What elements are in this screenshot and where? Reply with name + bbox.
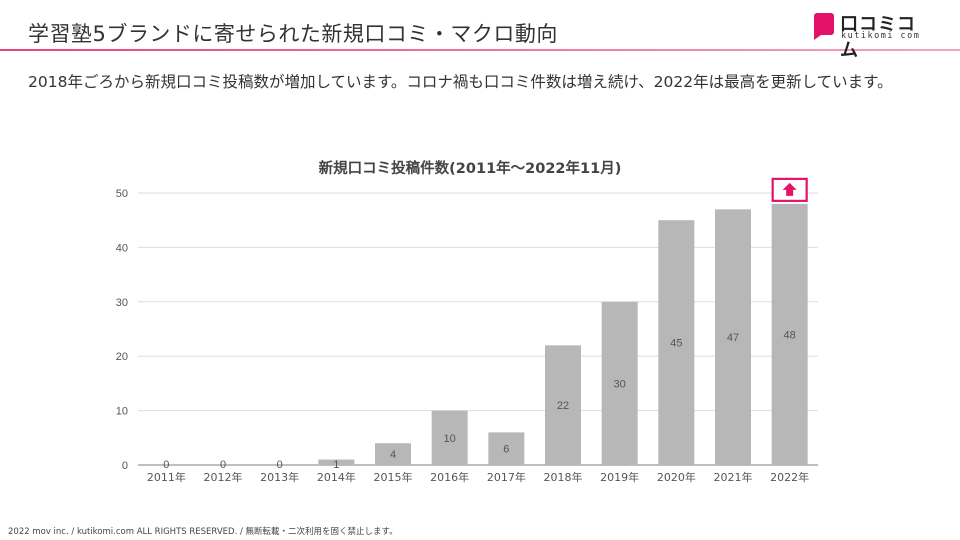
x-tick-label: 2014年 [317,470,356,484]
up-arrow-icon [782,182,797,196]
data-label: 4 [390,449,396,461]
x-tick-label: 2011年 [147,470,186,484]
x-tick-label: 2021年 [714,470,753,484]
bar [148,464,185,465]
x-tick-label: 2012年 [204,470,243,484]
logo-subtext: kutikomi com [841,31,921,41]
brand-logo: 口コミコム kutikomi com [814,11,934,61]
x-tick-label: 2022年 [770,470,809,484]
x-tick-label: 2020年 [657,470,696,484]
x-tick-label: 2017年 [487,470,526,484]
y-tick-label: 30 [116,297,128,309]
data-label: 6 [503,444,509,456]
logo-text: 口コミコム [840,14,916,61]
data-label: 0 [163,459,169,471]
data-label: 47 [727,332,739,344]
copyright-footer: 2022 mov inc. / kutikomi.com ALL RIGHTS … [8,527,398,537]
bar [318,459,355,465]
bar [601,301,638,465]
bar [488,432,525,465]
title-underline [0,49,960,51]
x-tick-label: 2015年 [374,470,413,484]
x-tick-label: 2018年 [544,470,583,484]
data-label: 10 [444,433,456,445]
data-label: 45 [670,338,682,350]
data-label: 0 [277,459,283,471]
data-label: 30 [614,378,626,390]
data-label: 48 [784,329,796,341]
page-title: 学習塾5ブランドに寄せられた新規口コミ・マクロ動向 [28,22,558,46]
bar [545,345,581,465]
bar [658,220,695,465]
x-tick-label: 2016年 [430,470,469,484]
bar [261,464,298,465]
data-label: 1 [333,459,339,471]
x-tick-label: 2019年 [600,470,639,484]
bar [771,203,808,465]
speech-bubble-icon [814,13,834,40]
lead-text: 2018年ごろから新規口コミ投稿数が増加しています。コロナ禍も口コミ件数は増え続… [28,73,893,91]
data-label: 22 [557,400,569,412]
y-tick-label: 50 [116,188,128,200]
bar [205,464,241,465]
bar [375,443,411,465]
y-tick-label: 0 [122,460,128,472]
x-tick-label: 2013年 [260,470,299,484]
data-label: 0 [220,459,226,471]
bar [431,410,468,465]
chart-title: 新規口コミ投稿件数(2011年〜2022年11月) [319,159,622,177]
y-tick-label: 20 [116,351,128,363]
y-tick-label: 40 [116,242,128,254]
bar [715,209,751,465]
y-tick-label: 10 [116,406,128,418]
